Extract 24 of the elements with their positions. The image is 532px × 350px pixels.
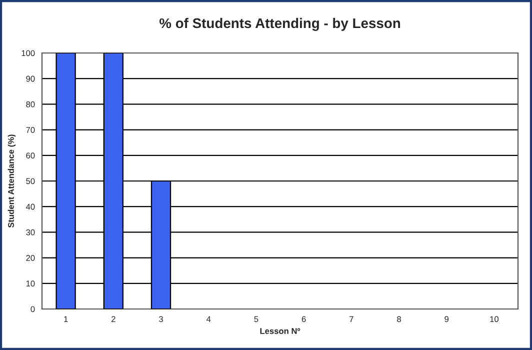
x-tick-label: 3: [159, 316, 163, 322]
x-tick-label: 2: [112, 316, 116, 322]
y-axis-title: Student Attendance (%): [8, 134, 16, 228]
x-tick-label: 1: [64, 316, 68, 322]
y-tick-label: 100: [22, 50, 35, 56]
x-tick-label: 4: [206, 316, 211, 322]
x-axis-title: Lesson Nº: [260, 328, 300, 334]
chart-title: % of Students Attending - by Lesson: [159, 18, 400, 31]
y-tick-label: 10: [26, 280, 35, 286]
y-tick-label: 90: [26, 76, 35, 82]
y-tick-label: 20: [26, 255, 35, 261]
x-tick-label: 10: [490, 316, 499, 322]
x-tick-label: 6: [302, 316, 306, 322]
y-tick-label: 40: [26, 204, 35, 210]
x-tick-label: 7: [350, 316, 354, 322]
y-tick-label: 30: [26, 229, 35, 236]
y-tick-label: 50: [26, 178, 35, 184]
y-tick-label: 0: [30, 306, 35, 312]
x-tick-label: 5: [254, 316, 258, 322]
x-tick-label: 9: [444, 316, 449, 322]
x-tick-label: 8: [397, 316, 401, 322]
y-tick-label: 80: [26, 101, 35, 108]
y-tick-label: 60: [26, 152, 35, 158]
y-tick-label: 70: [26, 127, 35, 133]
